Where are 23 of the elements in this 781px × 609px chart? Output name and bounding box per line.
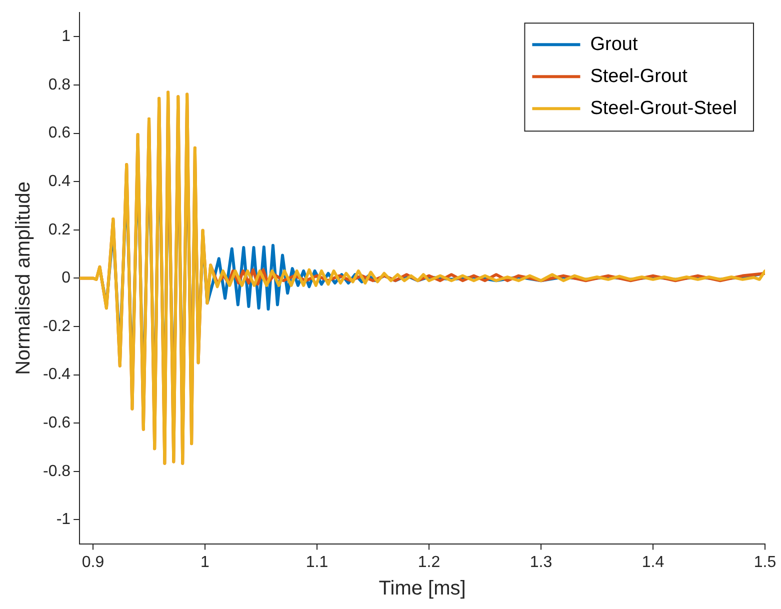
y-tick-label: -0.6 [42, 414, 71, 432]
x-tick-label: 1.3 [530, 554, 552, 571]
y-tick-label: 1 [62, 28, 71, 46]
y-tick-label: 0 [62, 270, 71, 287]
legend-label: Grout [590, 34, 638, 55]
x-tick-label: 1.5 [754, 554, 776, 571]
x-axis-title: Time [ms] [378, 578, 466, 600]
y-tick-label: 0.2 [48, 221, 71, 238]
y-tick-label: -0.8 [42, 462, 71, 480]
y-tick-label: 0.4 [48, 173, 71, 190]
x-tick-label: 0.9 [82, 554, 104, 571]
x-tick-label: 1.2 [418, 554, 440, 571]
y-axis-title: Normalised amplitude [12, 181, 35, 375]
y-tick-label: -0.4 [42, 366, 71, 384]
legend-label: Steel-Grout-Steel [590, 98, 738, 119]
y-tick-label: -1 [56, 511, 71, 528]
x-tick-label: 1.4 [642, 554, 664, 571]
legend-label: Steel-Grout [590, 66, 688, 87]
y-tick-label: 0.8 [48, 76, 71, 94]
x-tick-label: 1.1 [306, 554, 328, 571]
y-tick-label: -0.2 [42, 318, 71, 335]
y-tick-label: 0.6 [48, 124, 71, 142]
x-tick-label: 1 [200, 554, 210, 571]
